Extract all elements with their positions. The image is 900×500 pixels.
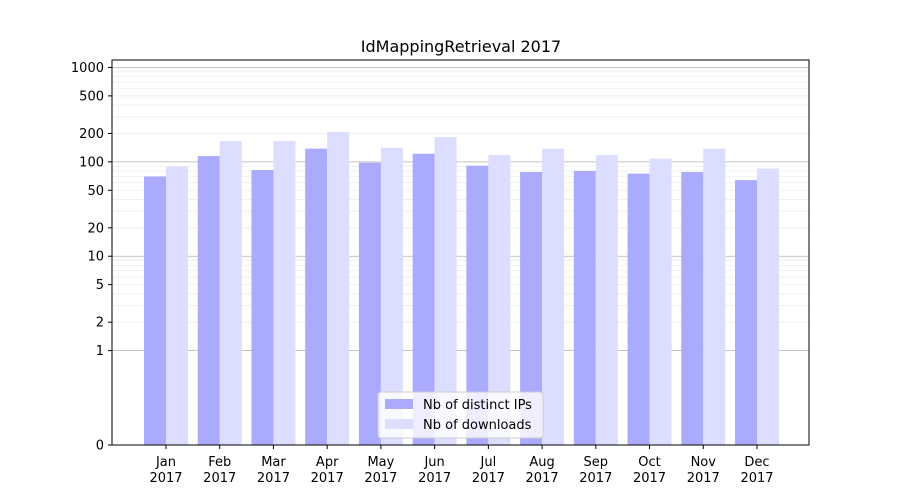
legend-swatch-downloads (385, 419, 413, 429)
y-tick-label: 1000 (71, 61, 104, 76)
bar-distinct-ips (197, 156, 220, 446)
bars (144, 131, 779, 446)
x-tick-label-year: 2017 (149, 471, 182, 486)
x-tick-label-year: 2017 (364, 471, 397, 486)
chart-title: IdMappingRetrieval 2017 (361, 37, 561, 56)
x-tick-label-year: 2017 (579, 471, 612, 486)
y-tick-label: 0 (96, 439, 104, 454)
bar-distinct-ips (412, 153, 435, 445)
bar-downloads (757, 168, 779, 445)
y-tick-label: 50 (87, 184, 104, 199)
bar-distinct-ips (627, 173, 650, 446)
bar-distinct-ips (735, 180, 757, 445)
x-tick-label-year: 2017 (203, 471, 236, 486)
bar-downloads (166, 166, 188, 446)
x-tick-label-month: Apr (316, 455, 339, 470)
x-axis: Jan2017Feb2017Mar2017Apr2017May2017Jun20… (149, 445, 774, 486)
x-tick-label-year: 2017 (311, 471, 344, 486)
y-tick-label: 5 (96, 278, 104, 293)
x-tick-label-year: 2017 (472, 471, 505, 486)
x-tick-label-month: Sep (584, 455, 609, 470)
bar-downloads (380, 147, 403, 445)
bar-distinct-ips (251, 169, 274, 446)
bar-downloads (219, 141, 242, 446)
bar-downloads (649, 158, 672, 445)
x-tick-label-year: 2017 (740, 471, 773, 486)
bar-downloads (595, 155, 618, 445)
legend-label-downloads: Nb of downloads (423, 418, 532, 433)
y-tick-label: 200 (79, 127, 104, 142)
y-axis: 0 1 2 5 10 20 50 100 200 500 1000 (71, 61, 112, 454)
bar-distinct-ips (305, 148, 328, 445)
bar-distinct-ips (681, 172, 704, 445)
x-tick-label-month: Oct (638, 455, 660, 470)
x-tick-label-month: Jun (423, 455, 444, 470)
bar-distinct-ips (144, 176, 166, 445)
x-tick-label-year: 2017 (418, 471, 451, 486)
y-tick-label: 100 (79, 155, 104, 170)
x-tick-label-month: Feb (208, 455, 231, 470)
bar-downloads (273, 141, 296, 446)
x-tick-label-year: 2017 (687, 471, 720, 486)
x-tick-label-month: Nov (691, 455, 717, 470)
bar-distinct-ips (573, 171, 596, 446)
legend-swatch-distinct-ips (385, 399, 413, 409)
x-tick-label-month: Jul (480, 455, 497, 470)
x-tick-label-year: 2017 (633, 471, 666, 486)
legend: Nb of distinct IPs Nb of downloads (377, 391, 544, 439)
bar-downloads (703, 148, 726, 445)
x-tick-label-month: Mar (261, 455, 286, 470)
y-tick-label: 10 (87, 250, 104, 265)
y-tick-label: 1 (96, 344, 104, 359)
bar-downloads (327, 131, 350, 446)
x-tick-label-year: 2017 (257, 471, 290, 486)
x-tick-label-month: Jan (155, 455, 176, 470)
bar-distinct-ips (358, 162, 381, 445)
plot-area-frame (111, 59, 810, 446)
x-tick-label-month: Aug (529, 455, 554, 470)
legend-label-distinct-ips: Nb of distinct IPs (423, 398, 532, 413)
x-tick-label-month: May (367, 455, 394, 470)
bar-downloads (434, 137, 457, 446)
x-tick-label-month: Dec (744, 455, 769, 470)
bar-downloads (542, 148, 565, 445)
y-tick-label: 2 (96, 316, 104, 331)
y-tick-label: 20 (87, 221, 104, 236)
y-tick-label: 500 (79, 89, 104, 104)
bar-downloads (488, 155, 511, 445)
bar-distinct-ips (520, 172, 543, 445)
bar-distinct-ips (466, 165, 489, 445)
x-tick-label-year: 2017 (526, 471, 559, 486)
legend-box (377, 391, 544, 439)
